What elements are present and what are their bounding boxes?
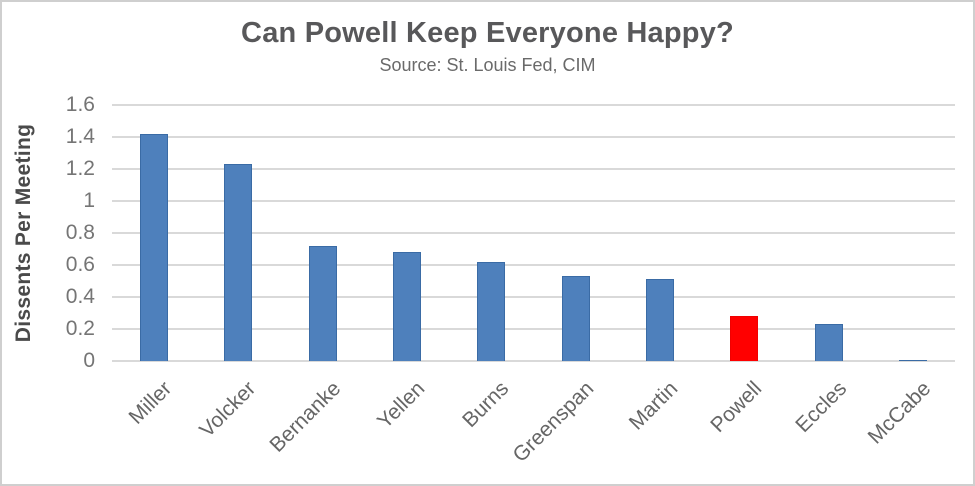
y-tick-label-1.4: 1.4 [65, 125, 95, 148]
gridline-1.4 [112, 136, 955, 138]
gridline-0.8 [112, 232, 955, 234]
bar-greenspan [561, 276, 590, 361]
plot-area [112, 104, 955, 362]
gridline-1.2 [112, 168, 955, 170]
bar-martin [645, 279, 674, 361]
gridline-0.6 [112, 264, 955, 266]
gridline-0.4 [112, 296, 955, 298]
bar-miller [140, 133, 169, 361]
y-tick-label-0: 0 [83, 349, 95, 372]
bar-eccles [814, 324, 843, 361]
gridline-1 [112, 200, 955, 202]
y-tick-label-0.8: 0.8 [65, 221, 95, 244]
y-tick-label-0.4: 0.4 [65, 285, 95, 308]
bar-burns [477, 261, 506, 361]
gridline-0 [112, 360, 955, 362]
y-tick-label-1.2: 1.2 [65, 157, 95, 180]
chart-title: Can Powell Keep Everyone Happy? [241, 17, 734, 49]
bar-mccabe [898, 360, 927, 361]
bar-volcker [224, 164, 253, 361]
bar-bernanke [308, 245, 337, 361]
chart-subtitle: Source: St. Louis Fed, CIM [379, 55, 596, 75]
gridline-0.2 [112, 328, 955, 330]
y-tick-label-0.2: 0.2 [65, 317, 95, 340]
y-tick-label-1.6: 1.6 [65, 93, 95, 116]
bar-powell [730, 316, 759, 361]
gridline-1.6 [112, 104, 955, 106]
y-tick-label-1: 1 [83, 189, 95, 212]
y-tick-label-0.6: 0.6 [65, 253, 95, 276]
bar-yellen [393, 252, 422, 361]
